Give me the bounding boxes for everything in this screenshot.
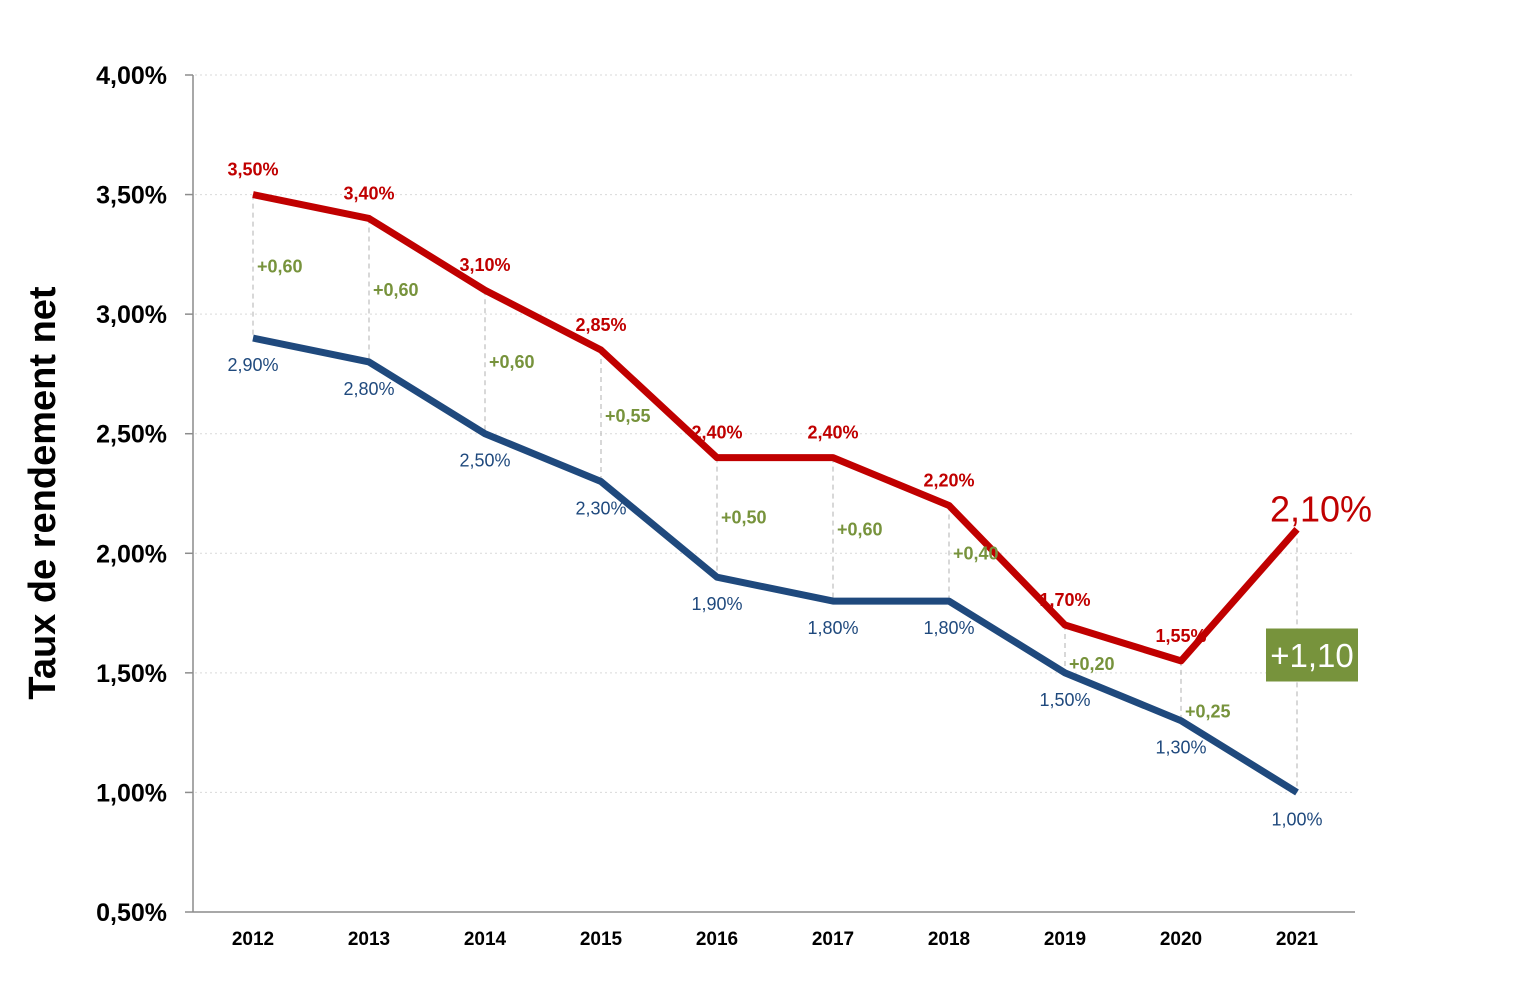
y-tick-label: 0,50% [96,899,167,927]
y-tick-label: 2,00% [96,540,167,568]
data-labels: 3,50% 3,40% 3,10% 2,85% 2,40% 2,40% 2,20% 1,70%… [227,160,1372,830]
axes [192,75,1355,913]
x-tick-label: 2013 [348,929,390,950]
difference-label: +0,25 [1185,702,1231,722]
data-label: 3,50% [227,160,278,180]
data-label: 2,80% [343,379,394,399]
series-line-lower [252,334,1299,796]
difference-label: +0,60 [837,519,883,539]
x-tick-label: 2021 [1276,929,1319,950]
data-label: 3,10% [459,255,510,275]
data-label: 2,90% [227,355,278,375]
y-axis-title: Taux de rendement net [22,286,64,700]
x-tick-label: 2020 [1160,929,1202,950]
y-tick-label: 4,00% [96,62,167,90]
data-label: 2,30% [575,499,626,519]
data-label: 2,40% [807,423,858,443]
y-tick-label: 1,50% [96,660,167,688]
data-label: 1,80% [807,618,858,638]
data-label: 3,40% [343,183,394,203]
difference-label: +0,60 [489,352,535,372]
series-lines [252,191,1300,796]
difference-label: +0,20 [1069,654,1115,674]
x-tick-label: 2014 [464,929,507,950]
data-label: 1,90% [691,594,742,614]
difference-connectors [252,194,1298,793]
data-label: 2,10% [1270,488,1372,529]
difference-label: +0,40 [953,543,999,563]
data-label: 2,85% [575,315,626,335]
difference-label: +1,10 [1270,637,1354,674]
y-tick-label: 1,00% [96,779,167,807]
data-label: 2,50% [459,451,510,471]
x-tick-label: 2019 [1044,929,1086,950]
x-tick-label: 2016 [696,929,738,950]
series-line-upper [252,191,1300,665]
x-tick-label: 2015 [580,929,623,950]
data-label: 1,00% [1271,809,1322,829]
data-label: 2,20% [923,470,974,490]
y-tick-labels: 0,50% 1,00% 1,50% 2,00% 2,50% 3,00% 3,50% 4,00% [96,62,167,927]
data-label: 1,55% [1155,626,1206,646]
data-label: 2,40% [691,423,742,443]
y-tick-label: 3,50% [96,182,167,210]
x-tick-labels: 2012 2013 2014 2015 2016 2017 2018 2019 2020 2021 [232,929,1319,950]
y-tick-label: 3,00% [96,301,167,329]
difference-label: +0,50 [721,507,767,527]
data-label: 1,50% [1039,690,1090,710]
difference-label: +0,60 [373,280,419,300]
difference-badge [1266,628,1358,682]
data-label: 1,30% [1155,738,1206,758]
gridlines [185,74,1355,913]
x-tick-label: 2012 [232,929,274,950]
difference-label: +0,55 [605,406,651,426]
x-tick-label: 2017 [812,929,854,950]
difference-label: +0,60 [257,256,303,276]
x-tick-label: 2018 [928,929,970,950]
y-tick-label: 2,50% [96,421,167,449]
data-label: 1,80% [923,618,974,638]
data-label: 1,70% [1039,590,1090,610]
